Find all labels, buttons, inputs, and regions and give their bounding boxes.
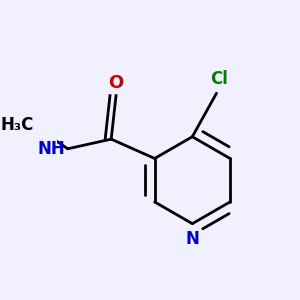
Text: N: N	[185, 230, 199, 248]
Text: NH: NH	[38, 140, 65, 158]
Text: O: O	[108, 74, 124, 92]
Text: Cl: Cl	[210, 70, 228, 88]
Text: H₃C: H₃C	[1, 116, 34, 134]
